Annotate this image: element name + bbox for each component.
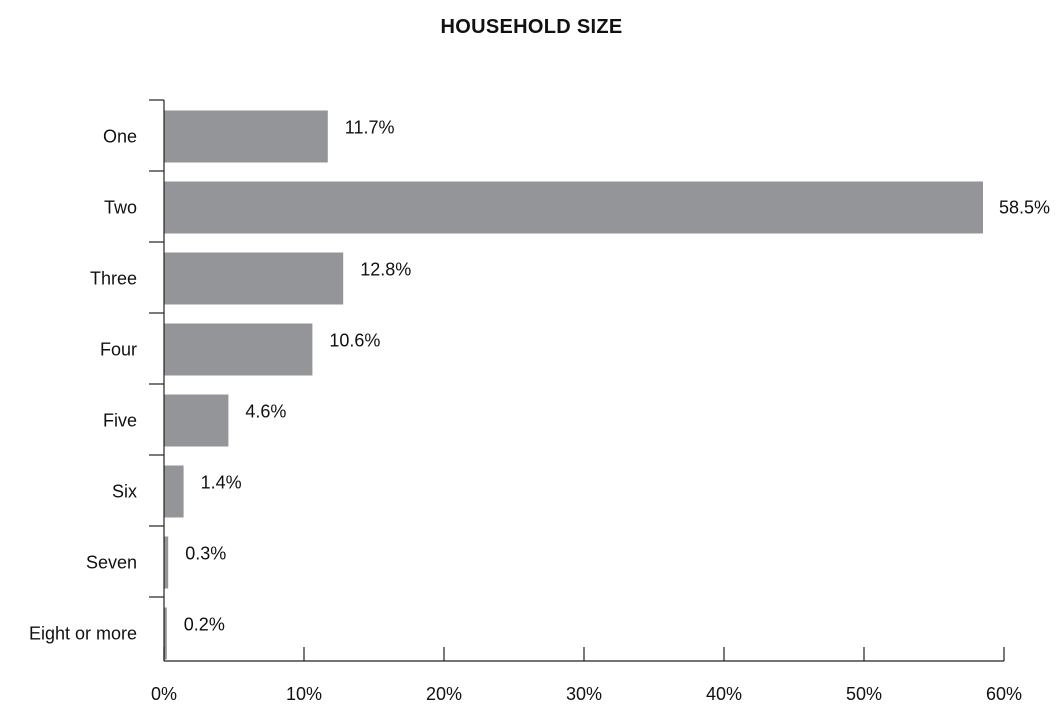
category-label-three: Three: [90, 269, 137, 289]
chart-title: HOUSEHOLD SIZE: [440, 16, 623, 38]
category-label-eight-or-more: Eight or more: [29, 624, 137, 644]
bar-four: [164, 323, 313, 376]
data-label-two: 58.5%: [999, 198, 1050, 218]
data-label-three: 12.8%: [360, 260, 411, 280]
x-tick-label: 40%: [706, 684, 742, 704]
x-tick-label: 60%: [986, 684, 1022, 704]
category-label-four: Four: [100, 340, 137, 360]
x-tick-label: 20%: [426, 684, 462, 704]
bar-five: [164, 394, 229, 447]
bar-six: [164, 465, 184, 518]
x-tick-label: 10%: [286, 684, 322, 704]
x-tick-label: 50%: [846, 684, 882, 704]
data-label-five: 4.6%: [245, 402, 286, 422]
category-label-one: One: [103, 127, 137, 147]
data-label-eight-or-more: 0.2%: [184, 615, 225, 635]
category-label-seven: Seven: [86, 553, 137, 573]
bar-eight-or-more: [164, 607, 167, 660]
data-label-six: 1.4%: [201, 473, 242, 493]
bar-seven: [164, 536, 169, 589]
bar-two: [164, 181, 983, 234]
x-tick-label: 0%: [151, 684, 177, 704]
category-label-six: Six: [112, 482, 137, 502]
data-label-seven: 0.3%: [185, 544, 226, 564]
category-label-five: Five: [103, 411, 137, 431]
x-tick-label: 30%: [566, 684, 602, 704]
data-label-one: 11.7%: [345, 118, 395, 138]
data-label-four: 10.6%: [329, 331, 380, 351]
bar-one: [164, 110, 328, 163]
category-label-two: Two: [104, 198, 137, 218]
bar-three: [164, 252, 344, 305]
